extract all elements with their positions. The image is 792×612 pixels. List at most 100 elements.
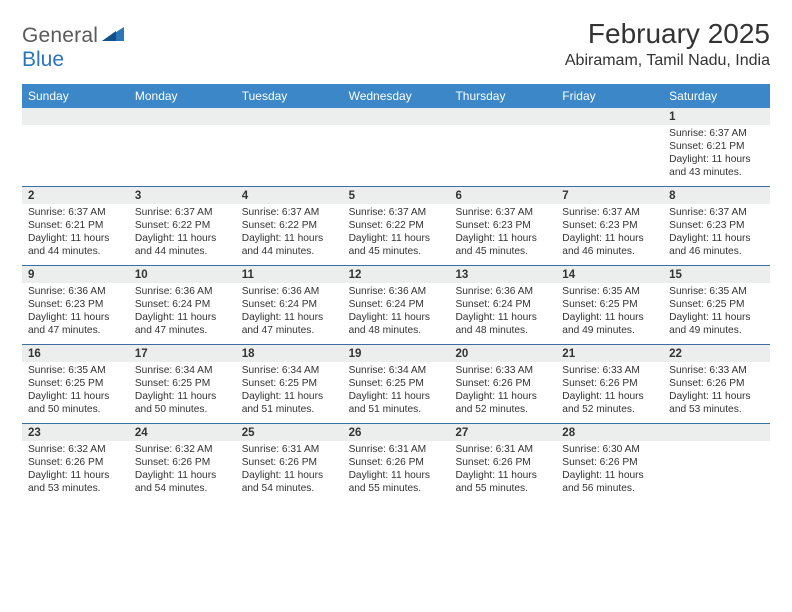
- day-line: Sunrise: 6:34 AM: [242, 364, 337, 377]
- calendar-cell: 8Sunrise: 6:37 AMSunset: 6:23 PMDaylight…: [663, 187, 770, 265]
- calendar-cell: 21Sunrise: 6:33 AMSunset: 6:26 PMDayligh…: [556, 345, 663, 423]
- day-line: Sunrise: 6:31 AM: [455, 443, 550, 456]
- day-line: Daylight: 11 hours and 49 minutes.: [562, 311, 657, 337]
- calendar-week: 16Sunrise: 6:35 AMSunset: 6:25 PMDayligh…: [22, 344, 770, 423]
- day-number: 23: [22, 424, 129, 441]
- day-content: Sunrise: 6:33 AMSunset: 6:26 PMDaylight:…: [663, 362, 770, 420]
- day-line: Sunrise: 6:37 AM: [455, 206, 550, 219]
- day-line: Sunset: 6:26 PM: [455, 377, 550, 390]
- day-content: Sunrise: 6:34 AMSunset: 6:25 PMDaylight:…: [236, 362, 343, 420]
- calendar-cell: 23 Sunrise: 6:32 AMSunset: 6:26 PMDayligh…: [22, 424, 129, 502]
- day-number: 2: [22, 187, 129, 204]
- day-number: .: [22, 108, 129, 125]
- day-content: Sunrise: 6:31 AMSunset: 6:26 PMDaylight:…: [343, 441, 450, 499]
- calendar-page: General February 2025 Abiramam, Tamil Na…: [0, 0, 792, 520]
- day-line: Sunset: 6:22 PM: [242, 219, 337, 232]
- day-line: Sunset: 6:26 PM: [669, 377, 764, 390]
- day-line: Sunrise: 6:37 AM: [135, 206, 230, 219]
- day-number: 20: [449, 345, 556, 362]
- day-content: Sunrise: 6:35 AMSunset: 6:25 PMDaylight:…: [556, 283, 663, 341]
- day-line: Daylight: 11 hours and 54 minutes.: [135, 469, 230, 495]
- day-number: 17: [129, 345, 236, 362]
- day-number: 25: [236, 424, 343, 441]
- calendar-cell: 14Sunrise: 6:35 AMSunset: 6:25 PMDayligh…: [556, 266, 663, 344]
- day-line: Daylight: 11 hours and 47 minutes.: [242, 311, 337, 337]
- calendar-cell: 1Sunrise: 6:37 AMSunset: 6:21 PMDaylight…: [663, 108, 770, 186]
- day-line: Sunrise: 6:36 AM: [349, 285, 444, 298]
- day-content: [449, 125, 556, 131]
- day-line: Sunrise: 6:31 AM: [242, 443, 337, 456]
- day-line: Sunset: 6:21 PM: [28, 219, 123, 232]
- day-content: Sunrise: 6:37 AMSunset: 6:23 PMDaylight:…: [556, 204, 663, 262]
- day-number: 4: [236, 187, 343, 204]
- day-line: Daylight: 11 hours and 50 minutes.: [135, 390, 230, 416]
- weekday-thu: Thursday: [449, 84, 556, 108]
- day-line: Sunset: 6:25 PM: [669, 298, 764, 311]
- calendar-week: 9Sunrise: 6:36 AMSunset: 6:23 PMDaylight…: [22, 265, 770, 344]
- day-line: Sunset: 6:23 PM: [562, 219, 657, 232]
- day-number: 9: [22, 266, 129, 283]
- day-number: 10: [129, 266, 236, 283]
- day-number: 15: [663, 266, 770, 283]
- day-number: 24: [129, 424, 236, 441]
- day-number: .: [236, 108, 343, 125]
- triangle-icon: [102, 25, 124, 46]
- day-line: Daylight: 11 hours and 44 minutes.: [28, 232, 123, 258]
- weekday-mon: Monday: [129, 84, 236, 108]
- calendar-cell: 19Sunrise: 6:34 AMSunset: 6:25 PMDayligh…: [343, 345, 450, 423]
- weekday-sat: Saturday: [663, 84, 770, 108]
- day-line: Sunrise: 6:37 AM: [242, 206, 337, 219]
- day-content: Sunrise: 6:37 AMSunset: 6:22 PMDaylight:…: [236, 204, 343, 262]
- day-line: Sunset: 6:22 PM: [349, 219, 444, 232]
- day-content: Sunrise: 6:33 AMSunset: 6:26 PMDaylight:…: [556, 362, 663, 420]
- day-line: Daylight: 11 hours and 44 minutes.: [135, 232, 230, 258]
- calendar-cell: 4Sunrise: 6:37 AMSunset: 6:22 PMDaylight…: [236, 187, 343, 265]
- calendar-grid: ......1Sunrise: 6:37 AMSunset: 6:21 PMDa…: [22, 108, 770, 502]
- day-line: Sunrise: 6:37 AM: [669, 206, 764, 219]
- day-line: Daylight: 11 hours and 44 minutes.: [242, 232, 337, 258]
- day-content: [129, 125, 236, 131]
- day-content: Sunrise: 6:35 AMSunset: 6:25 PMDaylight:…: [22, 362, 129, 420]
- day-line: Daylight: 11 hours and 47 minutes.: [28, 311, 123, 337]
- day-content: Sunrise: 6:36 AMSunset: 6:24 PMDaylight:…: [129, 283, 236, 341]
- day-content: Sunrise: 6:37 AMSunset: 6:23 PMDaylight:…: [663, 204, 770, 262]
- day-line: Sunrise: 6:36 AM: [455, 285, 550, 298]
- day-line: Sunset: 6:26 PM: [135, 456, 230, 469]
- day-number: .: [449, 108, 556, 125]
- day-content: Sunrise: 6:36 AMSunset: 6:24 PMDaylight:…: [449, 283, 556, 341]
- day-line: Daylight: 11 hours and 50 minutes.: [28, 390, 123, 416]
- day-line: Sunrise: 6:34 AM: [135, 364, 230, 377]
- day-line: Sunrise: 6:37 AM: [669, 127, 764, 140]
- day-line: Sunrise: 6:32 AM: [28, 443, 123, 456]
- day-line: Sunset: 6:26 PM: [28, 456, 123, 469]
- calendar-cell: .: [556, 108, 663, 186]
- day-line: Sunset: 6:25 PM: [135, 377, 230, 390]
- weekday-wed: Wednesday: [343, 84, 450, 108]
- calendar-week: 2Sunrise: 6:37 AMSunset: 6:21 PMDaylight…: [22, 186, 770, 265]
- day-line: Sunset: 6:26 PM: [562, 377, 657, 390]
- day-line: Daylight: 11 hours and 43 minutes.: [669, 153, 764, 179]
- day-content: [343, 125, 450, 131]
- day-number: 21: [556, 345, 663, 362]
- calendar-cell: 5Sunrise: 6:37 AMSunset: 6:22 PMDaylight…: [343, 187, 450, 265]
- day-number: 11: [236, 266, 343, 283]
- day-number: 27: [449, 424, 556, 441]
- day-line: Sunset: 6:25 PM: [562, 298, 657, 311]
- day-number: 7: [556, 187, 663, 204]
- calendar-cell: 13Sunrise: 6:36 AMSunset: 6:24 PMDayligh…: [449, 266, 556, 344]
- day-line: Sunrise: 6:32 AM: [135, 443, 230, 456]
- calendar-cell: .: [22, 108, 129, 186]
- calendar-cell: 6Sunrise: 6:37 AMSunset: 6:23 PMDaylight…: [449, 187, 556, 265]
- weekday-tue: Tuesday: [236, 84, 343, 108]
- day-number: 1: [663, 108, 770, 125]
- day-content: Sunrise: 6:37 AMSunset: 6:21 PMDaylight:…: [663, 125, 770, 183]
- day-content: [556, 125, 663, 131]
- day-line: Daylight: 11 hours and 52 minutes.: [455, 390, 550, 416]
- day-line: Sunset: 6:23 PM: [28, 298, 123, 311]
- calendar-cell: .: [129, 108, 236, 186]
- day-number: 19: [343, 345, 450, 362]
- calendar-cell: 22Sunrise: 6:33 AMSunset: 6:26 PMDayligh…: [663, 345, 770, 423]
- day-line: Daylight: 11 hours and 51 minutes.: [349, 390, 444, 416]
- day-content: [22, 125, 129, 131]
- day-line: Daylight: 11 hours and 53 minutes.: [28, 469, 123, 495]
